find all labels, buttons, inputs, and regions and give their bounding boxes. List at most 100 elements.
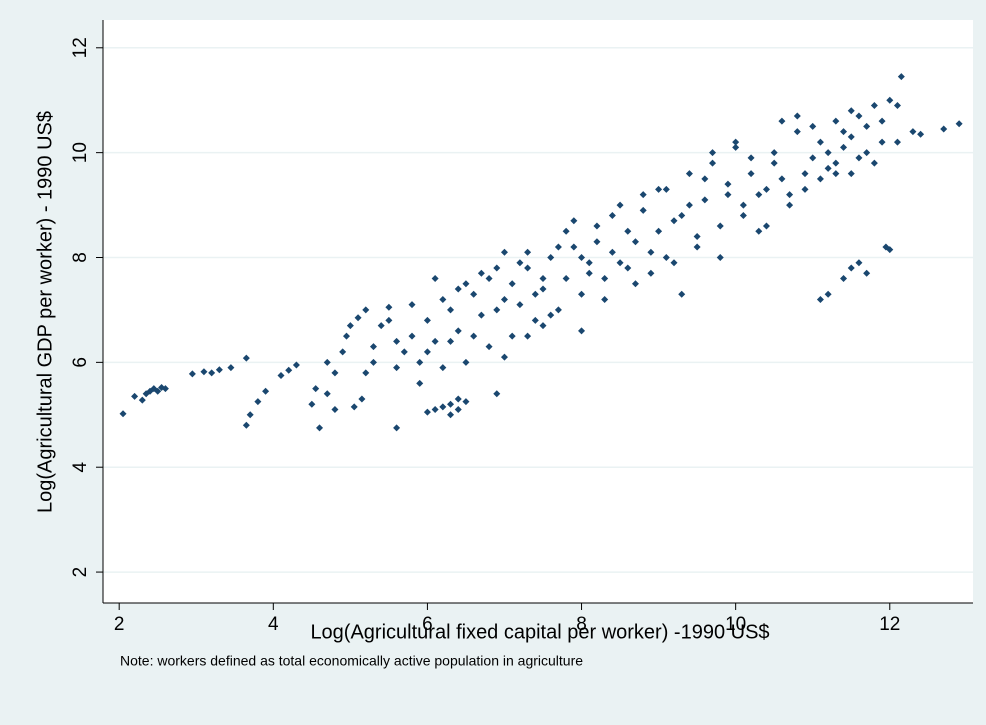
point	[840, 274, 848, 282]
point	[454, 285, 462, 293]
point	[431, 337, 439, 345]
point	[539, 274, 547, 282]
point	[578, 290, 586, 298]
point	[824, 290, 832, 298]
point	[493, 264, 501, 272]
y-tick-label: 12	[70, 37, 91, 58]
point	[462, 358, 470, 366]
point	[747, 154, 755, 162]
point	[762, 222, 770, 230]
point	[601, 295, 609, 303]
point	[685, 201, 693, 209]
point	[685, 170, 693, 178]
point	[585, 269, 593, 277]
point	[131, 392, 139, 400]
point	[755, 227, 763, 235]
point	[631, 280, 639, 288]
point	[346, 322, 354, 330]
point	[739, 212, 747, 220]
x-tick-label: 2	[114, 614, 125, 635]
point	[447, 411, 455, 419]
point	[639, 206, 647, 214]
point	[292, 361, 300, 369]
plot-area	[103, 20, 973, 603]
point	[477, 269, 485, 277]
point	[285, 366, 293, 374]
point	[639, 191, 647, 199]
point	[624, 227, 632, 235]
point	[242, 354, 250, 362]
point	[408, 301, 416, 309]
point	[955, 120, 963, 128]
point	[886, 96, 894, 104]
point	[400, 348, 408, 356]
point	[678, 290, 686, 298]
point	[508, 332, 516, 340]
point	[331, 406, 339, 414]
point	[277, 371, 285, 379]
point	[447, 337, 455, 345]
point	[262, 387, 270, 395]
point	[840, 143, 848, 151]
point	[886, 246, 894, 254]
point	[655, 227, 663, 235]
point	[732, 143, 740, 151]
point	[709, 149, 717, 157]
point	[893, 138, 901, 146]
point	[616, 259, 624, 267]
point	[423, 316, 431, 324]
point	[670, 217, 678, 225]
point	[724, 180, 732, 188]
point	[215, 366, 223, 374]
point	[423, 408, 431, 416]
point	[562, 227, 570, 235]
point	[809, 122, 817, 130]
point	[816, 175, 824, 183]
point	[832, 117, 840, 125]
y-tick-label: 6	[70, 357, 91, 368]
point	[870, 101, 878, 109]
point	[423, 348, 431, 356]
point	[593, 238, 601, 246]
point	[308, 400, 316, 408]
point	[732, 138, 740, 146]
point	[547, 253, 555, 261]
point	[485, 343, 493, 351]
point	[447, 306, 455, 314]
point	[940, 125, 948, 133]
x-tick-label: 10	[725, 614, 746, 635]
point	[840, 128, 848, 136]
point	[531, 290, 539, 298]
point	[670, 259, 678, 267]
point	[377, 322, 385, 330]
point	[631, 238, 639, 246]
point	[393, 364, 401, 372]
point	[739, 201, 747, 209]
point	[647, 269, 655, 277]
point	[439, 295, 447, 303]
point	[358, 395, 366, 403]
point	[693, 243, 701, 251]
point	[863, 149, 871, 157]
point	[447, 400, 455, 408]
point	[462, 398, 470, 406]
point	[870, 159, 878, 167]
point	[393, 424, 401, 432]
point	[847, 133, 855, 141]
x-axis-title: Log(Agricultural fixed capital per worke…	[310, 621, 769, 643]
point	[161, 385, 169, 393]
point	[524, 264, 532, 272]
y-tick-label: 4	[70, 462, 91, 473]
point	[500, 295, 508, 303]
point	[485, 274, 493, 282]
point	[516, 259, 524, 267]
point	[343, 332, 351, 340]
point	[608, 248, 616, 256]
point	[786, 191, 794, 199]
point	[323, 390, 331, 398]
point	[832, 170, 840, 178]
point	[227, 364, 235, 372]
point	[897, 73, 905, 81]
point	[655, 185, 663, 193]
point	[454, 327, 462, 335]
